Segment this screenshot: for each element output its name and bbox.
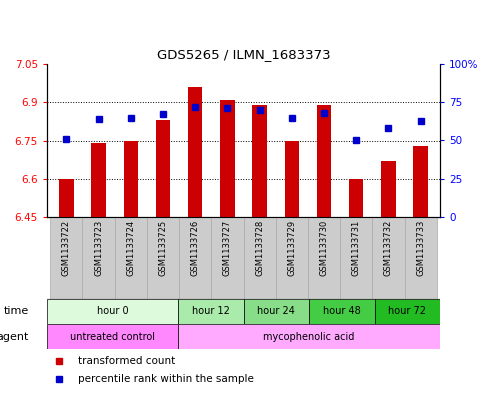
Bar	[47, 324, 178, 349]
Text: GSM1133723: GSM1133723	[94, 219, 103, 276]
Text: percentile rank within the sample: percentile rank within the sample	[78, 374, 255, 384]
Bar	[252, 105, 267, 217]
Bar	[413, 145, 428, 217]
Text: transformed count: transformed count	[78, 356, 176, 366]
Bar	[374, 299, 440, 324]
Text: GSM1133727: GSM1133727	[223, 219, 232, 276]
Text: GSM1133724: GSM1133724	[126, 219, 135, 275]
Bar	[349, 179, 364, 217]
Bar	[211, 217, 243, 299]
Text: GSM1133730: GSM1133730	[320, 219, 328, 276]
Bar	[405, 217, 437, 299]
Text: hour 0: hour 0	[97, 307, 128, 316]
Text: GSM1133728: GSM1133728	[255, 219, 264, 276]
Text: untreated control: untreated control	[70, 332, 155, 342]
Bar	[114, 217, 147, 299]
Bar	[47, 299, 178, 324]
Text: GSM1133732: GSM1133732	[384, 219, 393, 276]
Bar	[372, 217, 405, 299]
Bar	[276, 217, 308, 299]
Text: hour 24: hour 24	[257, 307, 295, 316]
Text: hour 48: hour 48	[323, 307, 361, 316]
Text: hour 12: hour 12	[192, 307, 230, 316]
Bar	[309, 299, 374, 324]
Polygon shape	[30, 305, 45, 318]
Bar	[178, 299, 243, 324]
Text: mycophenolic acid: mycophenolic acid	[263, 332, 355, 342]
Bar	[317, 105, 331, 217]
Bar	[188, 87, 202, 217]
Bar	[83, 217, 114, 299]
Text: GSM1133731: GSM1133731	[352, 219, 361, 276]
Text: time: time	[4, 307, 29, 316]
Bar	[91, 143, 106, 217]
Bar	[156, 120, 170, 217]
Bar	[340, 217, 372, 299]
Text: hour 72: hour 72	[388, 307, 426, 316]
Text: GSM1133733: GSM1133733	[416, 219, 425, 276]
Bar	[124, 141, 138, 217]
Bar	[147, 217, 179, 299]
Bar	[284, 141, 299, 217]
Text: GSM1133722: GSM1133722	[62, 219, 71, 275]
Bar	[243, 299, 309, 324]
Text: GSM1133726: GSM1133726	[191, 219, 199, 276]
Bar	[50, 217, 83, 299]
Bar	[178, 324, 440, 349]
Bar	[220, 100, 235, 217]
Title: GDS5265 / ILMN_1683373: GDS5265 / ILMN_1683373	[156, 48, 330, 61]
Bar	[59, 179, 73, 217]
Text: GSM1133725: GSM1133725	[158, 219, 168, 275]
Text: GSM1133729: GSM1133729	[287, 219, 296, 275]
Bar	[308, 217, 340, 299]
Polygon shape	[30, 330, 45, 343]
Bar	[179, 217, 211, 299]
Bar	[381, 161, 396, 217]
Text: agent: agent	[0, 332, 29, 342]
Bar	[243, 217, 276, 299]
